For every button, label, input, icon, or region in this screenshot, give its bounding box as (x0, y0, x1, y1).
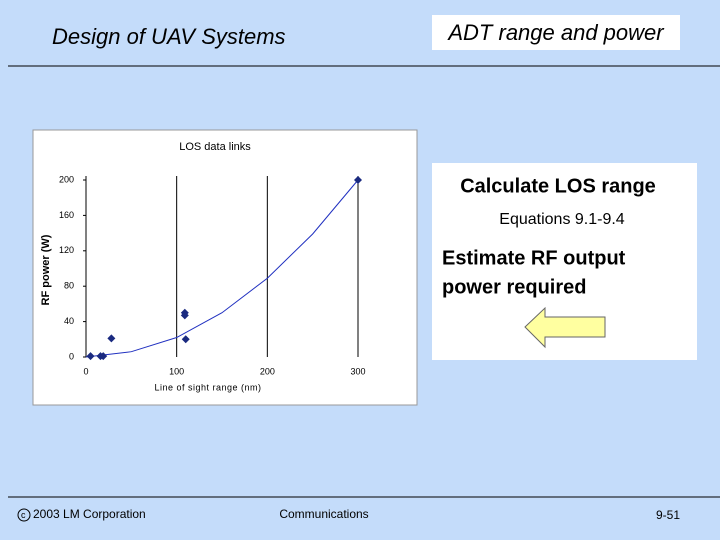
chart-title: LOS data links (179, 141, 251, 153)
note: Equations 9.1-9.4 (499, 211, 625, 228)
data-point (99, 352, 108, 361)
section-box (432, 15, 680, 50)
data-point (181, 335, 190, 344)
x-axis-label: Line of sight range (nm) (154, 382, 261, 392)
x-tick-label: 100 (169, 366, 184, 376)
plot: 0 100 200 300 0 40 80 120 160 200 (59, 174, 366, 376)
y-tick-label: 0 (69, 351, 74, 361)
y-tick-label: 200 (59, 174, 74, 184)
note: Estimate RF output (442, 247, 626, 269)
y-axis-label: RF power (W) (40, 234, 52, 305)
y-tick-label: 40 (64, 316, 74, 326)
data-point (107, 334, 116, 343)
note: power required (442, 276, 586, 298)
slide-title: Design of UAV Systems (52, 24, 286, 49)
data-point (180, 311, 189, 320)
section-title: ADT range and power (446, 20, 665, 45)
note: Calculate LOS range (460, 175, 656, 197)
y-tick-label: 120 (59, 245, 74, 255)
footer-copyright: 2003 LM Corporation (33, 507, 146, 521)
x-tick-label: 0 (83, 366, 88, 376)
footer-center: Communications (279, 507, 368, 521)
data-point (354, 176, 362, 184)
y-tick-label: 80 (64, 281, 74, 291)
arrow (524, 306, 606, 349)
chart-frame (32, 129, 418, 406)
y-tick-label: 160 (59, 210, 74, 220)
trendline (85, 179, 359, 358)
x-tick-label: 200 (260, 366, 275, 376)
copyright-symbol (17, 508, 31, 522)
x-tick-label: 300 (350, 366, 365, 376)
copyright-c: c (21, 510, 26, 520)
footer-page: 9-51 (656, 508, 680, 522)
data-point (86, 352, 95, 361)
